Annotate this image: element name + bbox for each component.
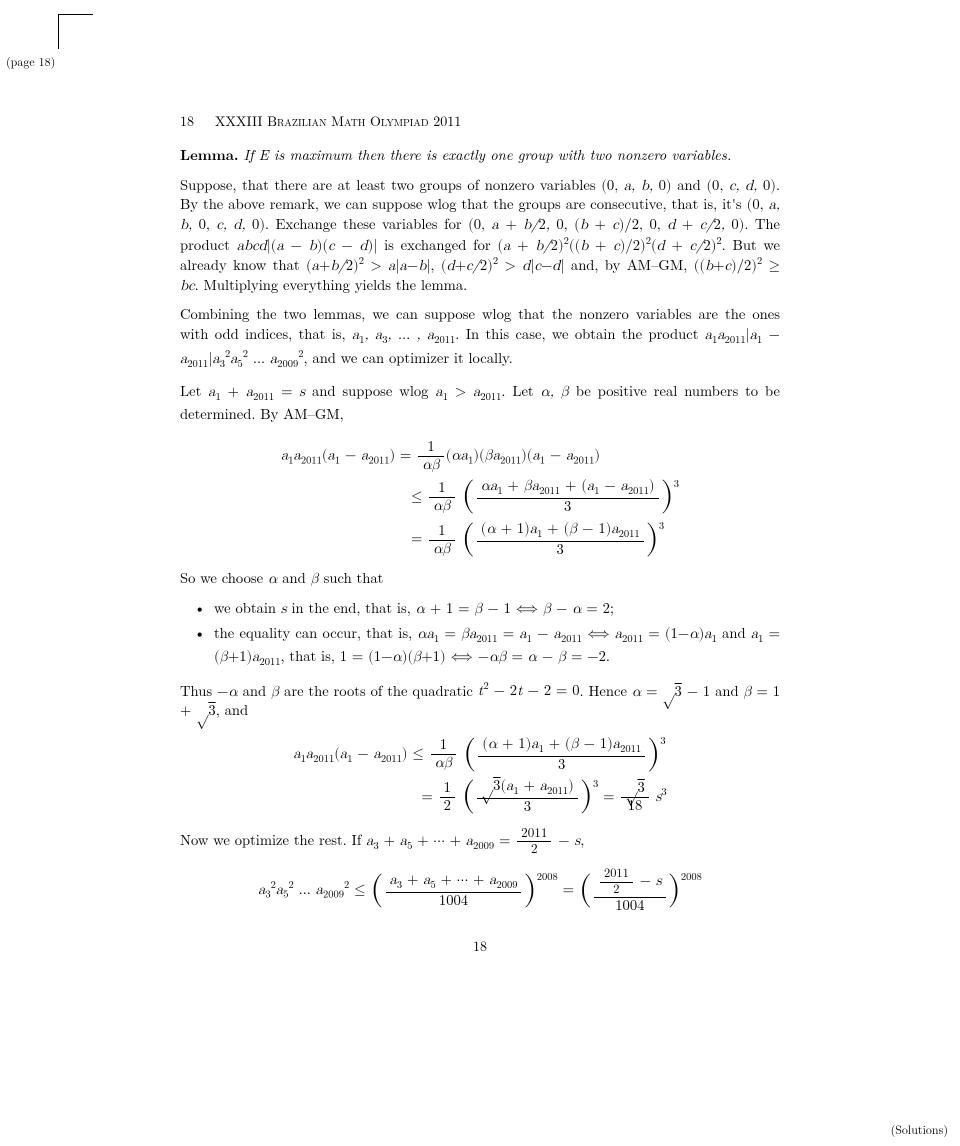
para-now: Now we optimize the rest. If a3 + a5 + ⋯…	[180, 826, 780, 857]
bullet-1: we obtain s in the end, that is, α + 1 =…	[180, 599, 780, 619]
bullet-2: the equality can occur, that is, αa1 = β…	[180, 624, 780, 670]
page-label-top-left: (page 18)	[6, 54, 55, 70]
para-let: Let a1 + a2011 = s and suppose wlog a1 >…	[180, 382, 780, 425]
para-combining: Combining the two lemmas, we can suppose…	[180, 305, 780, 372]
running-head-page: 18	[180, 111, 194, 131]
eq-final2: a32a52 … a20092 ≤ (a3 + a5 + ⋯ + a200910…	[180, 867, 780, 914]
running-head: 18 XXXIII Brazilian Math Olympiad 2011	[180, 112, 780, 131]
lemma: Lemma. If E is maximum then there is exa…	[180, 145, 780, 166]
para-suppose: Suppose, that there are at least two gro…	[180, 176, 780, 296]
crop-mark	[58, 14, 93, 49]
content-area: 18 XXXIII Brazilian Math Olympiad 2011 L…	[180, 112, 780, 956]
para-choose: So we choose α and β such that	[180, 569, 780, 589]
eq-amgm: a1a2011(a1 − a2011) = 1αβ(αa1)(βa2011)(a…	[180, 435, 780, 563]
para-thus: Thus −α and β are the roots of the quadr…	[180, 681, 780, 721]
page-label-bottom-right: (Solutions)	[891, 1122, 948, 1138]
footer-page-number: 18	[180, 937, 780, 956]
bullet-list: we obtain s in the end, that is, α + 1 =…	[180, 599, 780, 671]
eq-final1: a1a2011(a1 − a2011) ≤ 1αβ ((α + 1)a1 + (…	[180, 731, 780, 820]
running-head-title: XXXIII Brazilian Math Olympiad 2011	[215, 111, 461, 131]
page-container: (page 18) (Solutions) 18 XXXIII Brazilia…	[0, 0, 960, 1146]
